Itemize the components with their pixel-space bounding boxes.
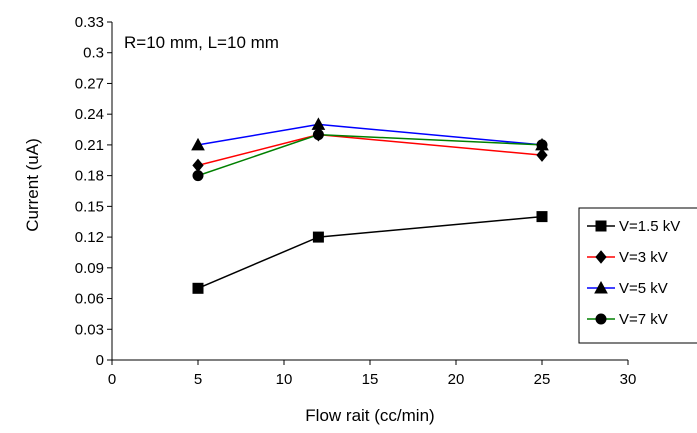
y-tick-label: 0.21	[75, 137, 104, 154]
y-tick-label: 0.03	[75, 321, 104, 338]
y-tick-label: 0.33	[75, 14, 104, 31]
x-tick-label: 10	[276, 371, 293, 388]
data-point	[311, 117, 326, 130]
y-tick-label: 0	[96, 352, 104, 369]
series-layer	[191, 117, 549, 294]
legend-marker	[595, 220, 607, 232]
legend-marker	[594, 280, 608, 294]
legend-item: V=7 kV	[587, 311, 668, 328]
series-line	[197, 215, 543, 289]
y-axis-title: Current (uA)	[23, 138, 42, 232]
legend: V=1.5 kV V=3 kV V=5 kV V=7 kV	[578, 207, 697, 344]
series-2	[192, 127, 548, 173]
legend-label: V=1.5 kV	[619, 218, 680, 235]
legend-marker	[595, 313, 607, 325]
data-point	[192, 282, 204, 294]
y-tick-label: 0.09	[75, 260, 104, 277]
x-axis-title: Flow rait (cc/min)	[305, 406, 434, 425]
x-axis-ticks: 0 5 10 15 20 25 30	[108, 360, 637, 388]
x-tick-label: 15	[362, 371, 379, 388]
y-axis-ticks: 0 0.03 0.06 0.09 0.12 0.15 0.18 0.21 0.24 0.27 0.3…	[75, 14, 112, 369]
y-tick-label: 0.18	[75, 168, 104, 185]
x-tick-label: 25	[534, 371, 551, 388]
series-4	[192, 129, 548, 182]
y-tick-label: 0.15	[75, 198, 104, 215]
data-point	[191, 137, 205, 151]
x-tick-label: 30	[620, 371, 637, 388]
data-point	[536, 139, 548, 151]
legend-label: V=5 kV	[619, 280, 668, 297]
legend-marker	[595, 250, 607, 264]
y-tick-label: 0.3	[83, 45, 104, 62]
legend-item: V=3 kV	[587, 249, 668, 266]
y-tick-label: 0.12	[75, 229, 104, 246]
legend-items: V=1.5 kV V=3 kV V=5 kV V=7 kV	[587, 218, 680, 328]
y-tick-label: 0.06	[75, 291, 104, 308]
y-tick-label: 0.24	[75, 106, 104, 123]
legend-item: V=1.5 kV	[587, 218, 680, 235]
data-point	[536, 148, 548, 162]
legend-label: V=7 kV	[619, 311, 668, 328]
data-point	[536, 211, 548, 223]
series-line	[197, 133, 543, 167]
data-point	[192, 170, 204, 182]
data-point	[312, 129, 324, 141]
data-point	[192, 158, 204, 173]
chart-annotation: R=10 mm, L=10 mm	[124, 33, 279, 52]
x-tick-label: 0	[108, 371, 116, 388]
data-point	[312, 231, 324, 243]
x-tick-label: 20	[448, 371, 465, 388]
series-1	[192, 211, 548, 294]
series-3	[191, 117, 549, 151]
x-tick-label: 5	[194, 371, 202, 388]
legend-label: V=3 kV	[619, 249, 668, 266]
y-tick-label: 0.27	[75, 75, 104, 92]
legend-item: V=5 kV	[587, 280, 668, 297]
